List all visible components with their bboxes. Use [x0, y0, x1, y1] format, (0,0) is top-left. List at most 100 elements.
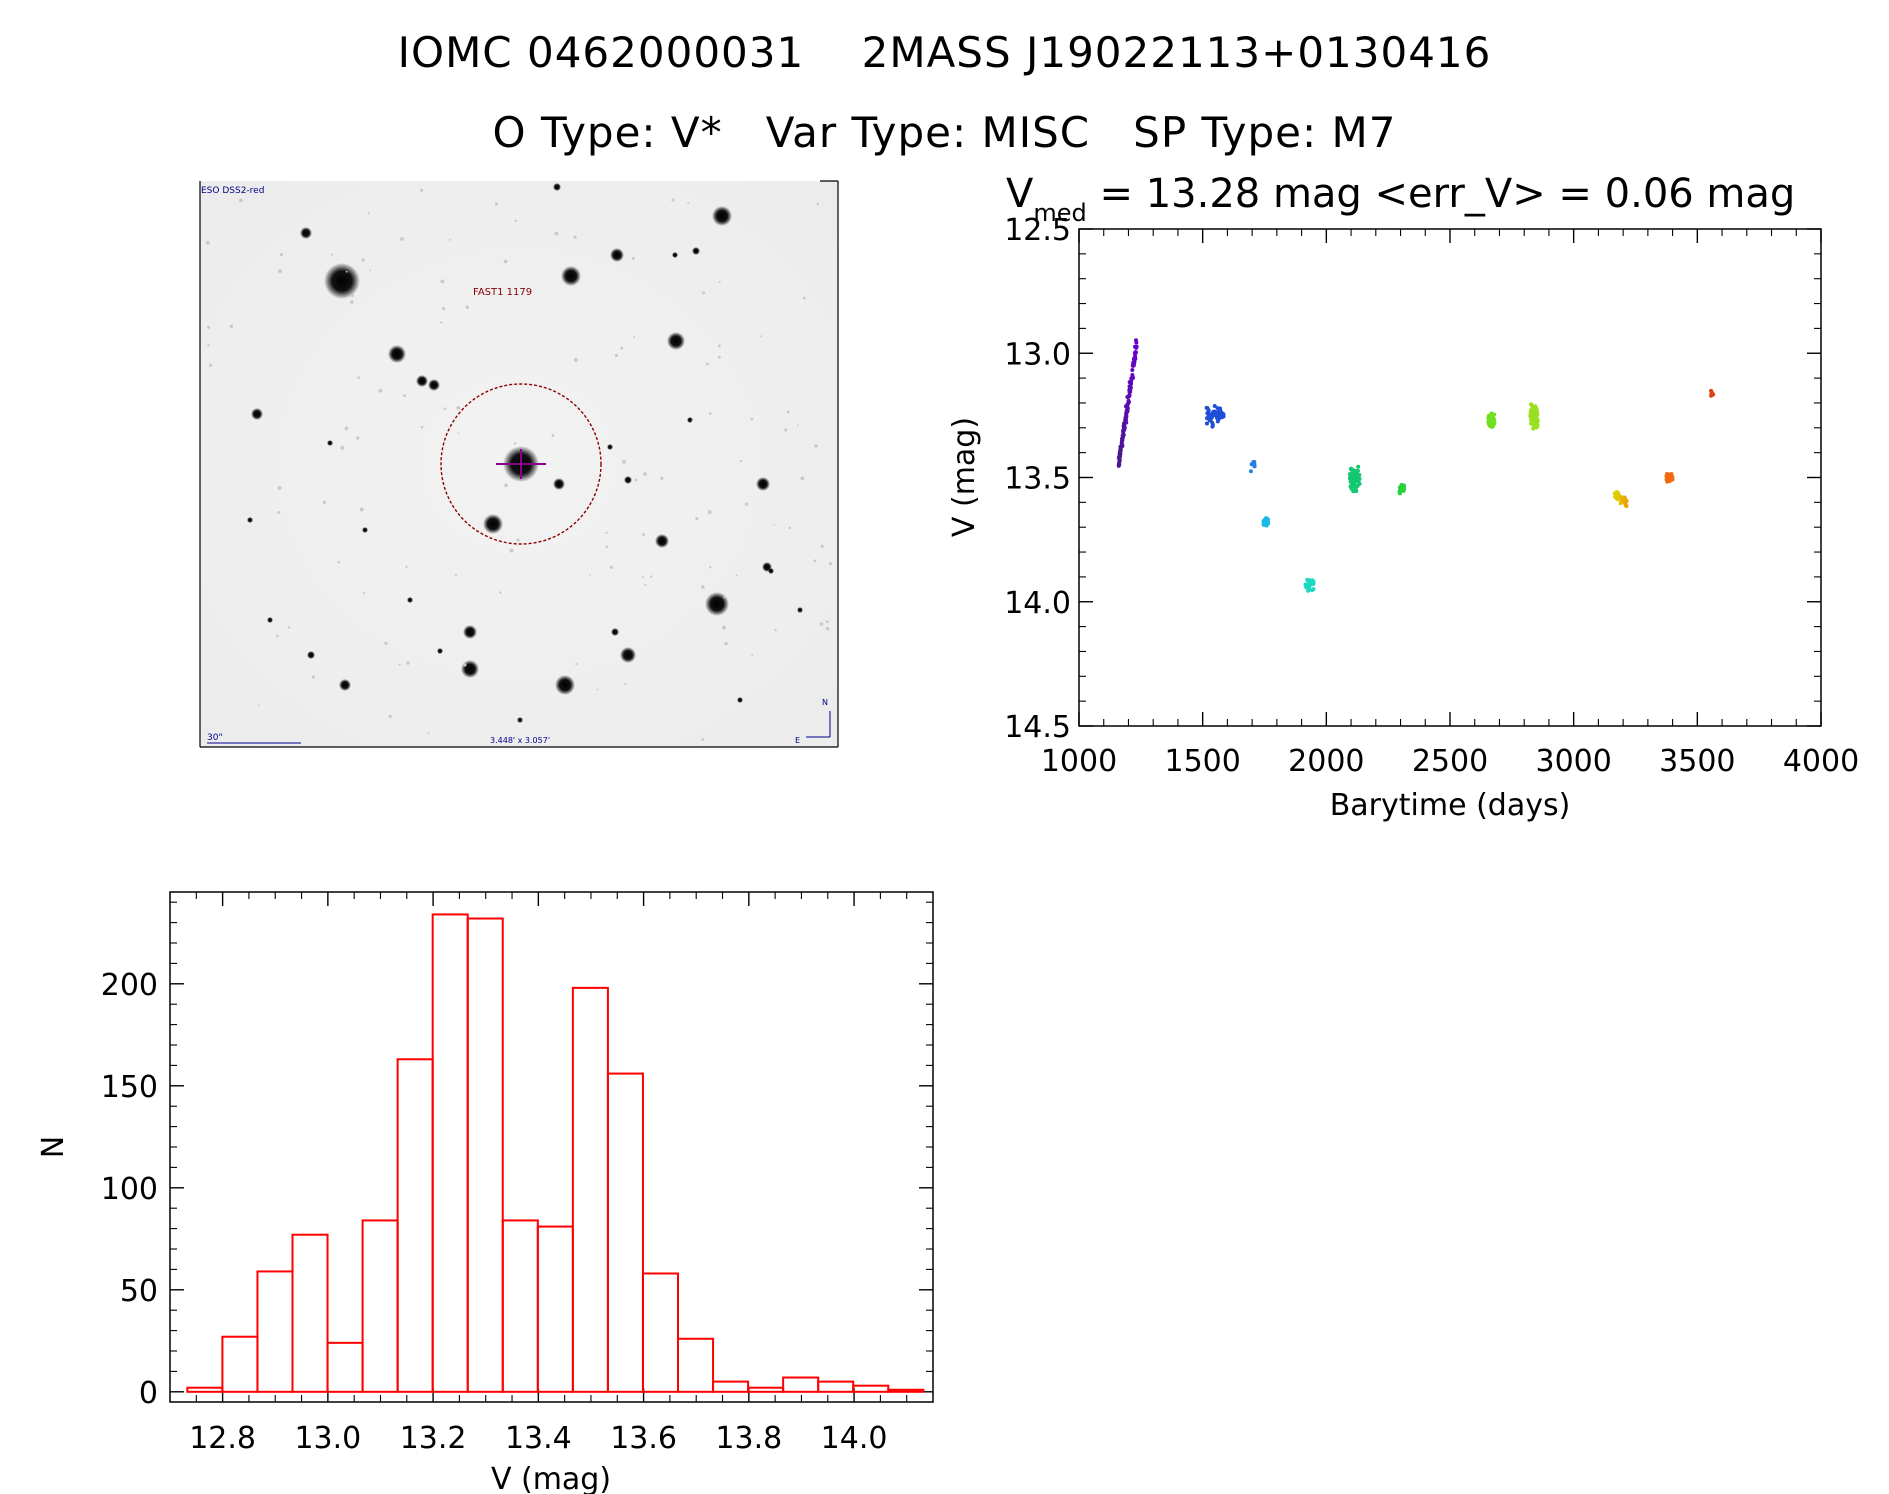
lightcurve-point	[1206, 411, 1211, 416]
lightcurve-point	[1121, 434, 1126, 439]
star	[611, 628, 619, 636]
faint-star	[739, 459, 743, 463]
histogram-bar	[887, 1388, 925, 1393]
faint-star	[644, 583, 647, 587]
faint-star	[205, 240, 210, 245]
star	[620, 647, 636, 663]
histogram-bar	[782, 1376, 820, 1393]
x-tick-label: 1500	[1164, 744, 1240, 779]
faint-star	[660, 476, 664, 480]
faint-star	[494, 202, 499, 206]
star	[247, 517, 253, 523]
lightcurve-point	[1211, 410, 1216, 415]
lightcurve-point	[1133, 356, 1138, 361]
faint-star	[457, 432, 460, 434]
lightcurve-point	[1530, 404, 1535, 409]
x-tick-label: 4000	[1783, 744, 1859, 779]
lightcurve-point	[1124, 411, 1129, 416]
faint-star	[440, 321, 443, 324]
star	[610, 248, 624, 262]
lightcurve-point	[1356, 474, 1361, 479]
lightcurve-xlabel: Barytime (days)	[1330, 788, 1571, 823]
faint-star	[322, 500, 327, 504]
histogram-bar	[466, 917, 504, 1393]
lightcurve-point	[1614, 493, 1619, 498]
lightcurve-point	[1128, 381, 1133, 386]
faint-star	[828, 562, 833, 566]
faint-star	[503, 259, 508, 264]
lightcurve-point	[1623, 499, 1628, 504]
star	[251, 408, 263, 420]
lightcurve-point	[1488, 416, 1493, 421]
faint-star	[554, 231, 559, 236]
faint-star	[701, 585, 705, 589]
lightcurve-point	[1131, 363, 1136, 368]
lightcurve-point	[1709, 388, 1714, 393]
faint-star	[509, 548, 514, 553]
faint-star	[276, 634, 279, 638]
hist-x-tick-label: 13.0	[294, 1421, 361, 1456]
lightcurve-point	[1397, 491, 1402, 496]
lightcurve-point	[1353, 483, 1358, 488]
histogram-bar	[747, 1386, 785, 1393]
y-tick-label: 13.5	[1004, 462, 1071, 497]
faint-star	[420, 425, 424, 429]
faint-star	[378, 388, 383, 393]
histogram-bar	[571, 986, 609, 1393]
faint-star	[735, 574, 738, 577]
faint-star	[773, 524, 775, 526]
lightcurve-point	[1206, 415, 1211, 420]
faint-star	[279, 252, 284, 257]
faint-star	[825, 620, 829, 624]
faint-star	[465, 305, 470, 309]
faint-star	[573, 358, 578, 362]
faint-star	[456, 405, 461, 410]
y-tick-label: 14.0	[1004, 586, 1071, 621]
lightcurve-ylabel: V (mag)	[947, 417, 982, 537]
lightcurve-point	[1351, 477, 1356, 482]
faint-star	[633, 336, 636, 339]
lightcurve-point	[1534, 408, 1539, 413]
lightcurve-point	[1130, 368, 1135, 373]
faint-star	[330, 253, 333, 256]
lightcurve-title: Vmed = 13.28 mag <err_V> = 0.06 mag	[1006, 171, 1795, 227]
histogram-bar	[501, 1219, 539, 1393]
histogram-bar	[852, 1384, 890, 1393]
star	[307, 651, 315, 659]
histogram-ylabel: N	[36, 1136, 71, 1158]
lightcurve-point	[1533, 415, 1538, 420]
x-tick-label: 1000	[1041, 744, 1117, 779]
lightcurve-point	[1349, 473, 1354, 478]
histogram-bar	[291, 1233, 329, 1393]
faint-star	[357, 376, 361, 380]
star	[327, 440, 333, 446]
faint-star	[361, 258, 365, 262]
histogram-bar	[256, 1270, 294, 1393]
lightcurve-point	[1529, 417, 1534, 422]
star	[463, 625, 477, 639]
lightcurve-point	[1357, 481, 1362, 486]
x-tick-label: 2000	[1288, 744, 1364, 779]
faint-star	[367, 212, 370, 215]
histogram-frame	[169, 891, 934, 1403]
faint-star	[405, 565, 408, 569]
faint-star	[575, 662, 578, 666]
faint-star	[642, 533, 646, 537]
faint-star	[622, 459, 626, 464]
faint-star	[337, 560, 341, 564]
lightcurve-point	[1615, 497, 1620, 502]
star	[737, 697, 743, 703]
faint-star	[701, 738, 705, 741]
star	[388, 345, 406, 363]
faint-star	[504, 483, 508, 488]
faint-star	[449, 238, 451, 241]
lightcurve-point	[1210, 424, 1215, 429]
faint-star	[786, 410, 790, 414]
faint-star	[819, 622, 824, 626]
faint-star	[596, 688, 599, 691]
lightcurve-point	[1492, 412, 1497, 417]
faint-star	[718, 281, 721, 284]
star	[437, 648, 443, 654]
faint-star	[443, 407, 447, 410]
faint-star	[344, 426, 349, 431]
